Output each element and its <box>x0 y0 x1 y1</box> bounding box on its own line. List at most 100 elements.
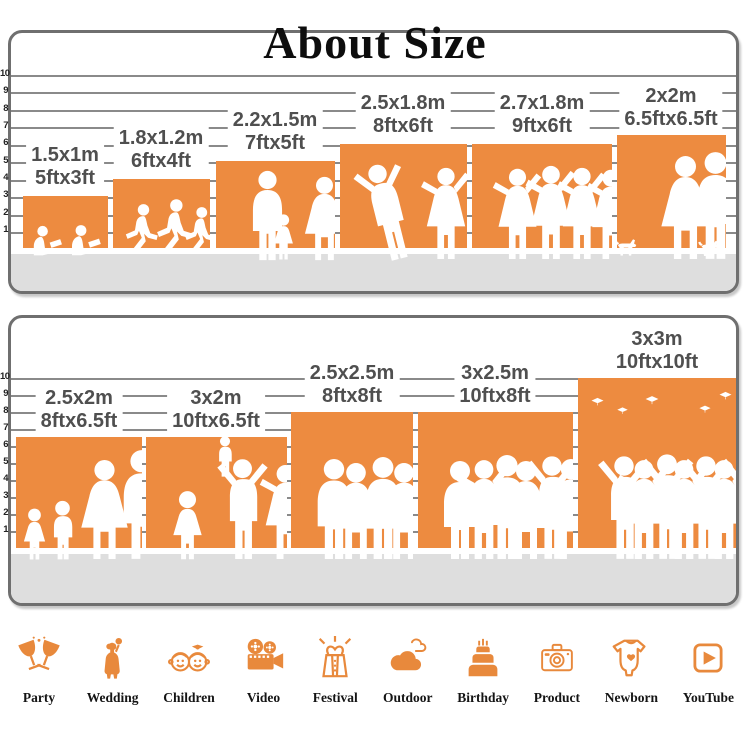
size-metric: 2.7x1.8m <box>499 92 585 114</box>
silhouette-kids-running <box>125 199 210 255</box>
wedding-icon <box>104 637 122 679</box>
size-metric: 1.5x1m <box>31 144 99 166</box>
size-block <box>291 412 413 560</box>
size-imperial: 10ftx8ft <box>459 385 531 407</box>
silhouette-group-standing <box>317 457 413 560</box>
category-label: Children <box>163 690 215 705</box>
size-label: 2.7x1.8m 9ftx6ft <box>494 92 590 138</box>
size-label: 3x3m 10ftx10ft <box>610 328 704 374</box>
category-label: YouTube <box>682 690 734 705</box>
scale-number: 1 <box>3 224 8 235</box>
size-imperial: 10ftx6.5ft <box>172 410 260 432</box>
size-block <box>617 135 726 259</box>
size-metric: 3x2.5m <box>461 362 529 384</box>
size-imperial: 9ftx6ft <box>511 115 573 137</box>
size-label: 2.5x1.8m 8ftx6ft <box>355 92 451 138</box>
size-imperial: 10ftx10ft <box>615 351 699 373</box>
scale-number: 2 <box>3 507 8 518</box>
category-label: Party <box>22 690 56 705</box>
size-label: 3x2.5m 10ftx8ft <box>454 362 536 408</box>
silhouette-family-walking <box>23 450 142 560</box>
category-birthday: Birthday <box>457 624 509 706</box>
category-label: Video <box>246 690 281 705</box>
category-label: Outdoor <box>382 690 433 705</box>
scale-number: 7 <box>3 422 8 433</box>
size-block <box>418 412 573 559</box>
size-label: 2x2m 6.5ftx6.5ft <box>619 85 723 131</box>
size-block <box>578 378 736 559</box>
scale-number: 10 <box>0 68 10 79</box>
size-label: 2.2x1.5m 7ftx5ft <box>227 109 323 155</box>
size-imperial: 6.5ftx6.5ft <box>624 108 718 130</box>
silhouette-graduation-crowd <box>591 391 736 559</box>
birthday-icon <box>468 638 498 677</box>
video-icon <box>247 638 283 670</box>
category-video: Video <box>240 624 288 706</box>
floor-strip <box>11 254 736 291</box>
category-product: Product <box>534 624 580 706</box>
scale-number: 10 <box>0 371 10 382</box>
size-label: 2.5x2.5m 8ftx8ft <box>304 362 400 408</box>
size-metric: 2.2x1.5m <box>232 109 318 131</box>
size-metric: 2.5x1.8m <box>360 92 446 114</box>
size-block <box>216 161 335 261</box>
size-metric: 2x2m <box>645 85 697 107</box>
size-metric: 3x3m <box>631 328 683 350</box>
size-imperial: 6ftx4ft <box>130 150 192 172</box>
scale-number: 9 <box>3 388 8 399</box>
scale-number: 4 <box>3 473 8 484</box>
scale-number: 8 <box>3 405 8 416</box>
category-row: Party Wedding Children <box>16 620 734 706</box>
silhouette-kids-reading <box>33 225 101 256</box>
scale-line <box>11 75 736 77</box>
category-label: Wedding <box>86 690 139 705</box>
silhouette-couple-with-dogs <box>617 152 726 259</box>
size-metric: 3x2m <box>190 387 242 409</box>
size-block <box>472 144 612 260</box>
size-metric: 2.5x2.5m <box>309 362 395 384</box>
scale-number: 6 <box>3 439 8 450</box>
size-block <box>146 437 287 560</box>
children-icon <box>168 644 210 672</box>
scale-number: 1 <box>3 524 8 535</box>
scale-number: 5 <box>3 456 8 467</box>
size-label: 2.5x2m 8ftx6.5ft <box>35 387 123 433</box>
youtube-icon <box>693 643 723 673</box>
category-label: Product <box>533 690 580 705</box>
category-children: Children <box>163 624 215 706</box>
silhouette-women-dancing <box>492 165 612 260</box>
silhouette-friends-group <box>444 455 573 559</box>
size-label: 3x2m 10ftx6.5ft <box>167 387 265 433</box>
page-title: About Size <box>263 17 487 68</box>
size-block <box>23 196 108 256</box>
silhouette-family-holding-hands <box>252 170 335 261</box>
scale-number: 3 <box>3 189 8 200</box>
scale-number: 4 <box>3 172 8 183</box>
size-label: 1.5x1m 5ftx3ft <box>26 144 104 190</box>
festival-icon <box>319 635 352 678</box>
category-label: Festival <box>312 690 358 705</box>
size-imperial: 7ftx5ft <box>244 132 306 154</box>
category-festival: Festival <box>312 624 358 706</box>
silhouette-parents-lifting-child <box>173 437 287 560</box>
floor-strip <box>11 554 736 603</box>
size-panel-bottom: 2.5x2m 8ftx6.5ft 3x2m 10ftx6.5ft 2.5x2.5… <box>8 315 739 606</box>
scale-number: 5 <box>3 155 8 166</box>
scale-number: 3 <box>3 490 8 501</box>
size-metric: 2.5x2m <box>45 387 113 409</box>
size-panel-top: 1.5x1m 5ftx3ft 1.8x1.2m 6ftx4ft 2.2x1.5m… <box>8 30 739 294</box>
size-metric: 1.8x1.2m <box>118 127 204 149</box>
newborn-icon <box>612 639 646 677</box>
category-outdoor: Outdoor <box>382 624 433 706</box>
category-wedding: Wedding <box>87 624 139 706</box>
category-youtube: YouTube <box>683 624 734 706</box>
size-block <box>340 144 467 262</box>
size-label: 1.8x1.2m 6ftx4ft <box>113 127 209 173</box>
category-newborn: Newborn <box>605 624 658 706</box>
party-icon <box>18 636 60 671</box>
category-label: Birthday <box>457 690 509 705</box>
category-party: Party <box>16 624 62 706</box>
scale-number: 8 <box>3 103 8 114</box>
size-block <box>113 179 210 255</box>
scale-number: 2 <box>3 207 8 218</box>
